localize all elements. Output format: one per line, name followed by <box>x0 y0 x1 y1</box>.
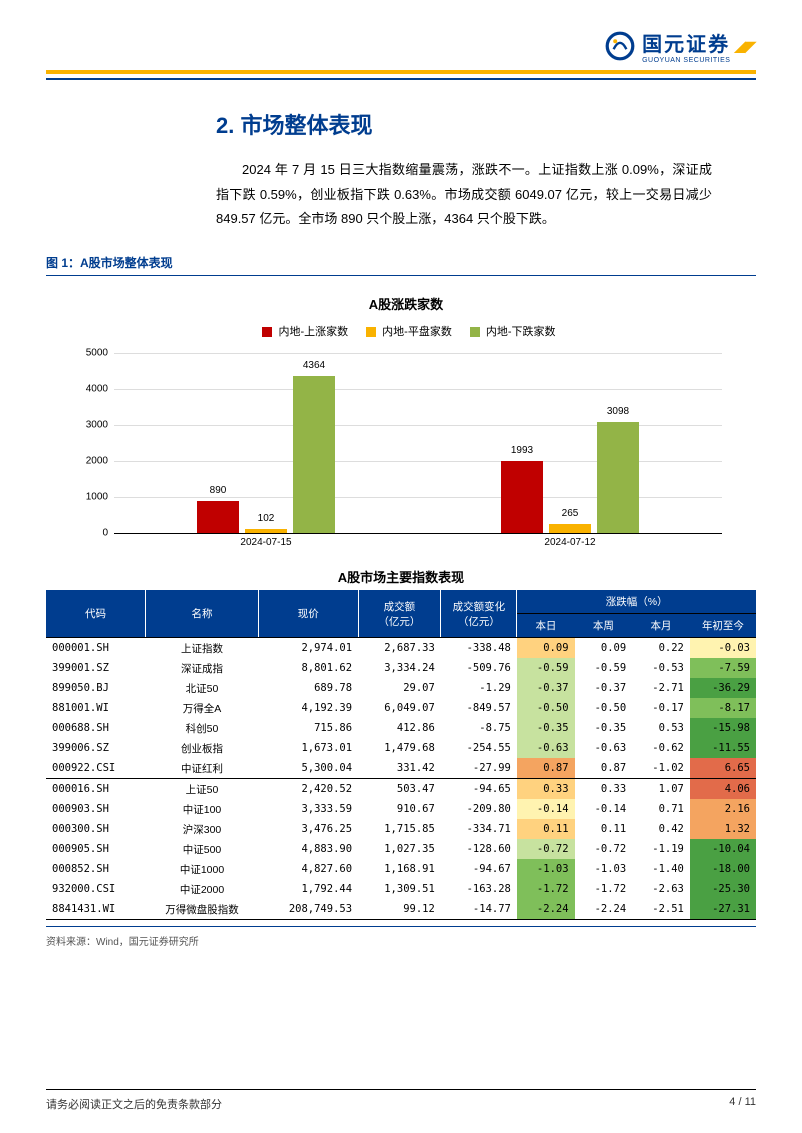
chart-bar: 1993 <box>501 461 543 533</box>
section-heading: 2. 市场整体表现 <box>216 108 756 140</box>
figure-caption: 图 1：A股市场整体表现 <box>46 254 756 271</box>
chart-bar: 4364 <box>293 376 335 533</box>
legend-item: 内地-下跌家数 <box>464 326 556 338</box>
index-table: 代码名称现价成交额（亿元）成交额变化（亿元）涨跌幅（%）本日本周本月年初至今 0… <box>46 590 756 920</box>
chart-bar: 265 <box>549 524 591 534</box>
logo-deco-icon: ◢◤ <box>734 38 756 55</box>
logo-icon <box>604 30 636 62</box>
table-row: 399006.SZ创业板指1,673.011,479.68-254.55-0.6… <box>46 738 756 758</box>
footer-page-number: 4 / 11 <box>729 1096 756 1112</box>
chart-bar: 3098 <box>597 422 639 534</box>
table-row: 000852.SH中证10004,827.601,168.91-94.67-1.… <box>46 859 756 879</box>
bar-group: 199326530982024-07-12 <box>418 353 722 533</box>
table-row: 000922.CSI中证红利5,300.04331.42-27.990.870.… <box>46 758 756 779</box>
summary-paragraph: 2024 年 7 月 15 日三大指数缩量震荡，涨跌不一。上证指数上涨 0.09… <box>216 158 712 232</box>
table-row: 881001.WI万得全A4,192.396,049.07-849.57-0.5… <box>46 698 756 718</box>
footer-disclaimer: 请务必阅读正文之后的免责条款部分 <box>46 1096 222 1112</box>
table-row: 000001.SH上证指数2,974.012,687.33-338.480.09… <box>46 638 756 659</box>
table-row: 000300.SH沪深3003,476.251,715.85-334.710.1… <box>46 819 756 839</box>
table-row: 000903.SH中证1003,333.59910.67-209.80-0.14… <box>46 799 756 819</box>
legend-item: 内地-上涨家数 <box>256 326 348 338</box>
bar-chart: A股涨跌家数 内地-上涨家数内地-平盘家数内地-下跌家数 01000200030… <box>70 294 742 553</box>
table-row: 000016.SH上证502,420.52503.47-94.650.330.3… <box>46 779 756 800</box>
legend-item: 内地-平盘家数 <box>360 326 452 338</box>
company-logo: 国元证券 GUOYUAN SECURITIES ◢◤ <box>604 28 756 64</box>
table-row: 8841431.WI万得微盘股指数208,749.5399.12-14.77-2… <box>46 899 756 920</box>
table-row: 000905.SH中证5004,883.901,027.35-128.60-0.… <box>46 839 756 859</box>
table-row: 899050.BJ北证50689.7829.07-1.29-0.37-0.37-… <box>46 678 756 698</box>
logo-text-cn: 国元证券 <box>642 28 730 57</box>
page-header: 国元证券 GUOYUAN SECURITIES ◢◤ <box>46 28 756 74</box>
chart-bar: 890 <box>197 501 239 533</box>
table-title: A股市场主要指数表现 <box>46 567 756 586</box>
chart-legend: 内地-上涨家数内地-平盘家数内地-下跌家数 <box>70 323 742 339</box>
table-row: 000688.SH科创50715.86412.86-8.75-0.35-0.35… <box>46 718 756 738</box>
table-row: 932000.CSI中证20001,792.441,309.51-163.28-… <box>46 879 756 899</box>
data-source: 资料来源：Wind，国元证券研究所 <box>46 926 756 948</box>
table-row: 399001.SZ深证成指8,801.623,334.24-509.76-0.5… <box>46 658 756 678</box>
bar-group: 89010243642024-07-15 <box>114 353 418 533</box>
logo-text-en: GUOYUAN SECURITIES <box>642 57 730 64</box>
chart-title: A股涨跌家数 <box>70 294 742 313</box>
chart-bar: 102 <box>245 529 287 533</box>
page-footer: 请务必阅读正文之后的免责条款部分 4 / 11 <box>46 1089 756 1112</box>
